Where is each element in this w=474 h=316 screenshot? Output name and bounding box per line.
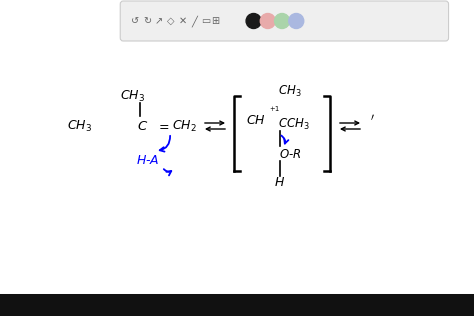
Text: $O$-$R$: $O$-$R$	[279, 148, 301, 161]
FancyArrowPatch shape	[160, 136, 170, 152]
Text: ↗: ↗	[155, 16, 163, 26]
Text: ✕: ✕	[178, 16, 187, 26]
Text: ╱: ╱	[191, 15, 197, 27]
Text: ↺: ↺	[131, 16, 139, 26]
Text: $CH_3$: $CH_3$	[120, 88, 146, 104]
Text: ▭: ▭	[201, 16, 211, 26]
FancyArrowPatch shape	[164, 169, 171, 175]
Bar	[0, 294, 474, 316]
Text: $H$-$A$: $H$-$A$	[136, 155, 160, 167]
Text: ↻: ↻	[143, 16, 151, 26]
Text: $'$: $'$	[370, 113, 374, 129]
Text: $CH_2$: $CH_2$	[172, 118, 196, 134]
Text: ◇: ◇	[167, 16, 174, 26]
Text: $=$: $=$	[156, 119, 170, 132]
FancyBboxPatch shape	[120, 1, 448, 41]
Text: $CH_3$: $CH_3$	[67, 118, 92, 134]
Circle shape	[274, 14, 290, 28]
Text: $CH$: $CH$	[246, 114, 266, 127]
Text: $CH_3$: $CH_3$	[278, 83, 302, 99]
Circle shape	[260, 14, 275, 28]
Text: $C$: $C$	[137, 119, 149, 132]
Text: ⊞: ⊞	[211, 16, 220, 26]
Text: $^{+1}$: $^{+1}$	[269, 106, 281, 116]
Text: $H$: $H$	[274, 177, 285, 190]
Circle shape	[289, 14, 304, 28]
Circle shape	[246, 14, 261, 28]
FancyArrowPatch shape	[281, 136, 288, 143]
Text: $CCH_3$: $CCH_3$	[278, 117, 310, 131]
